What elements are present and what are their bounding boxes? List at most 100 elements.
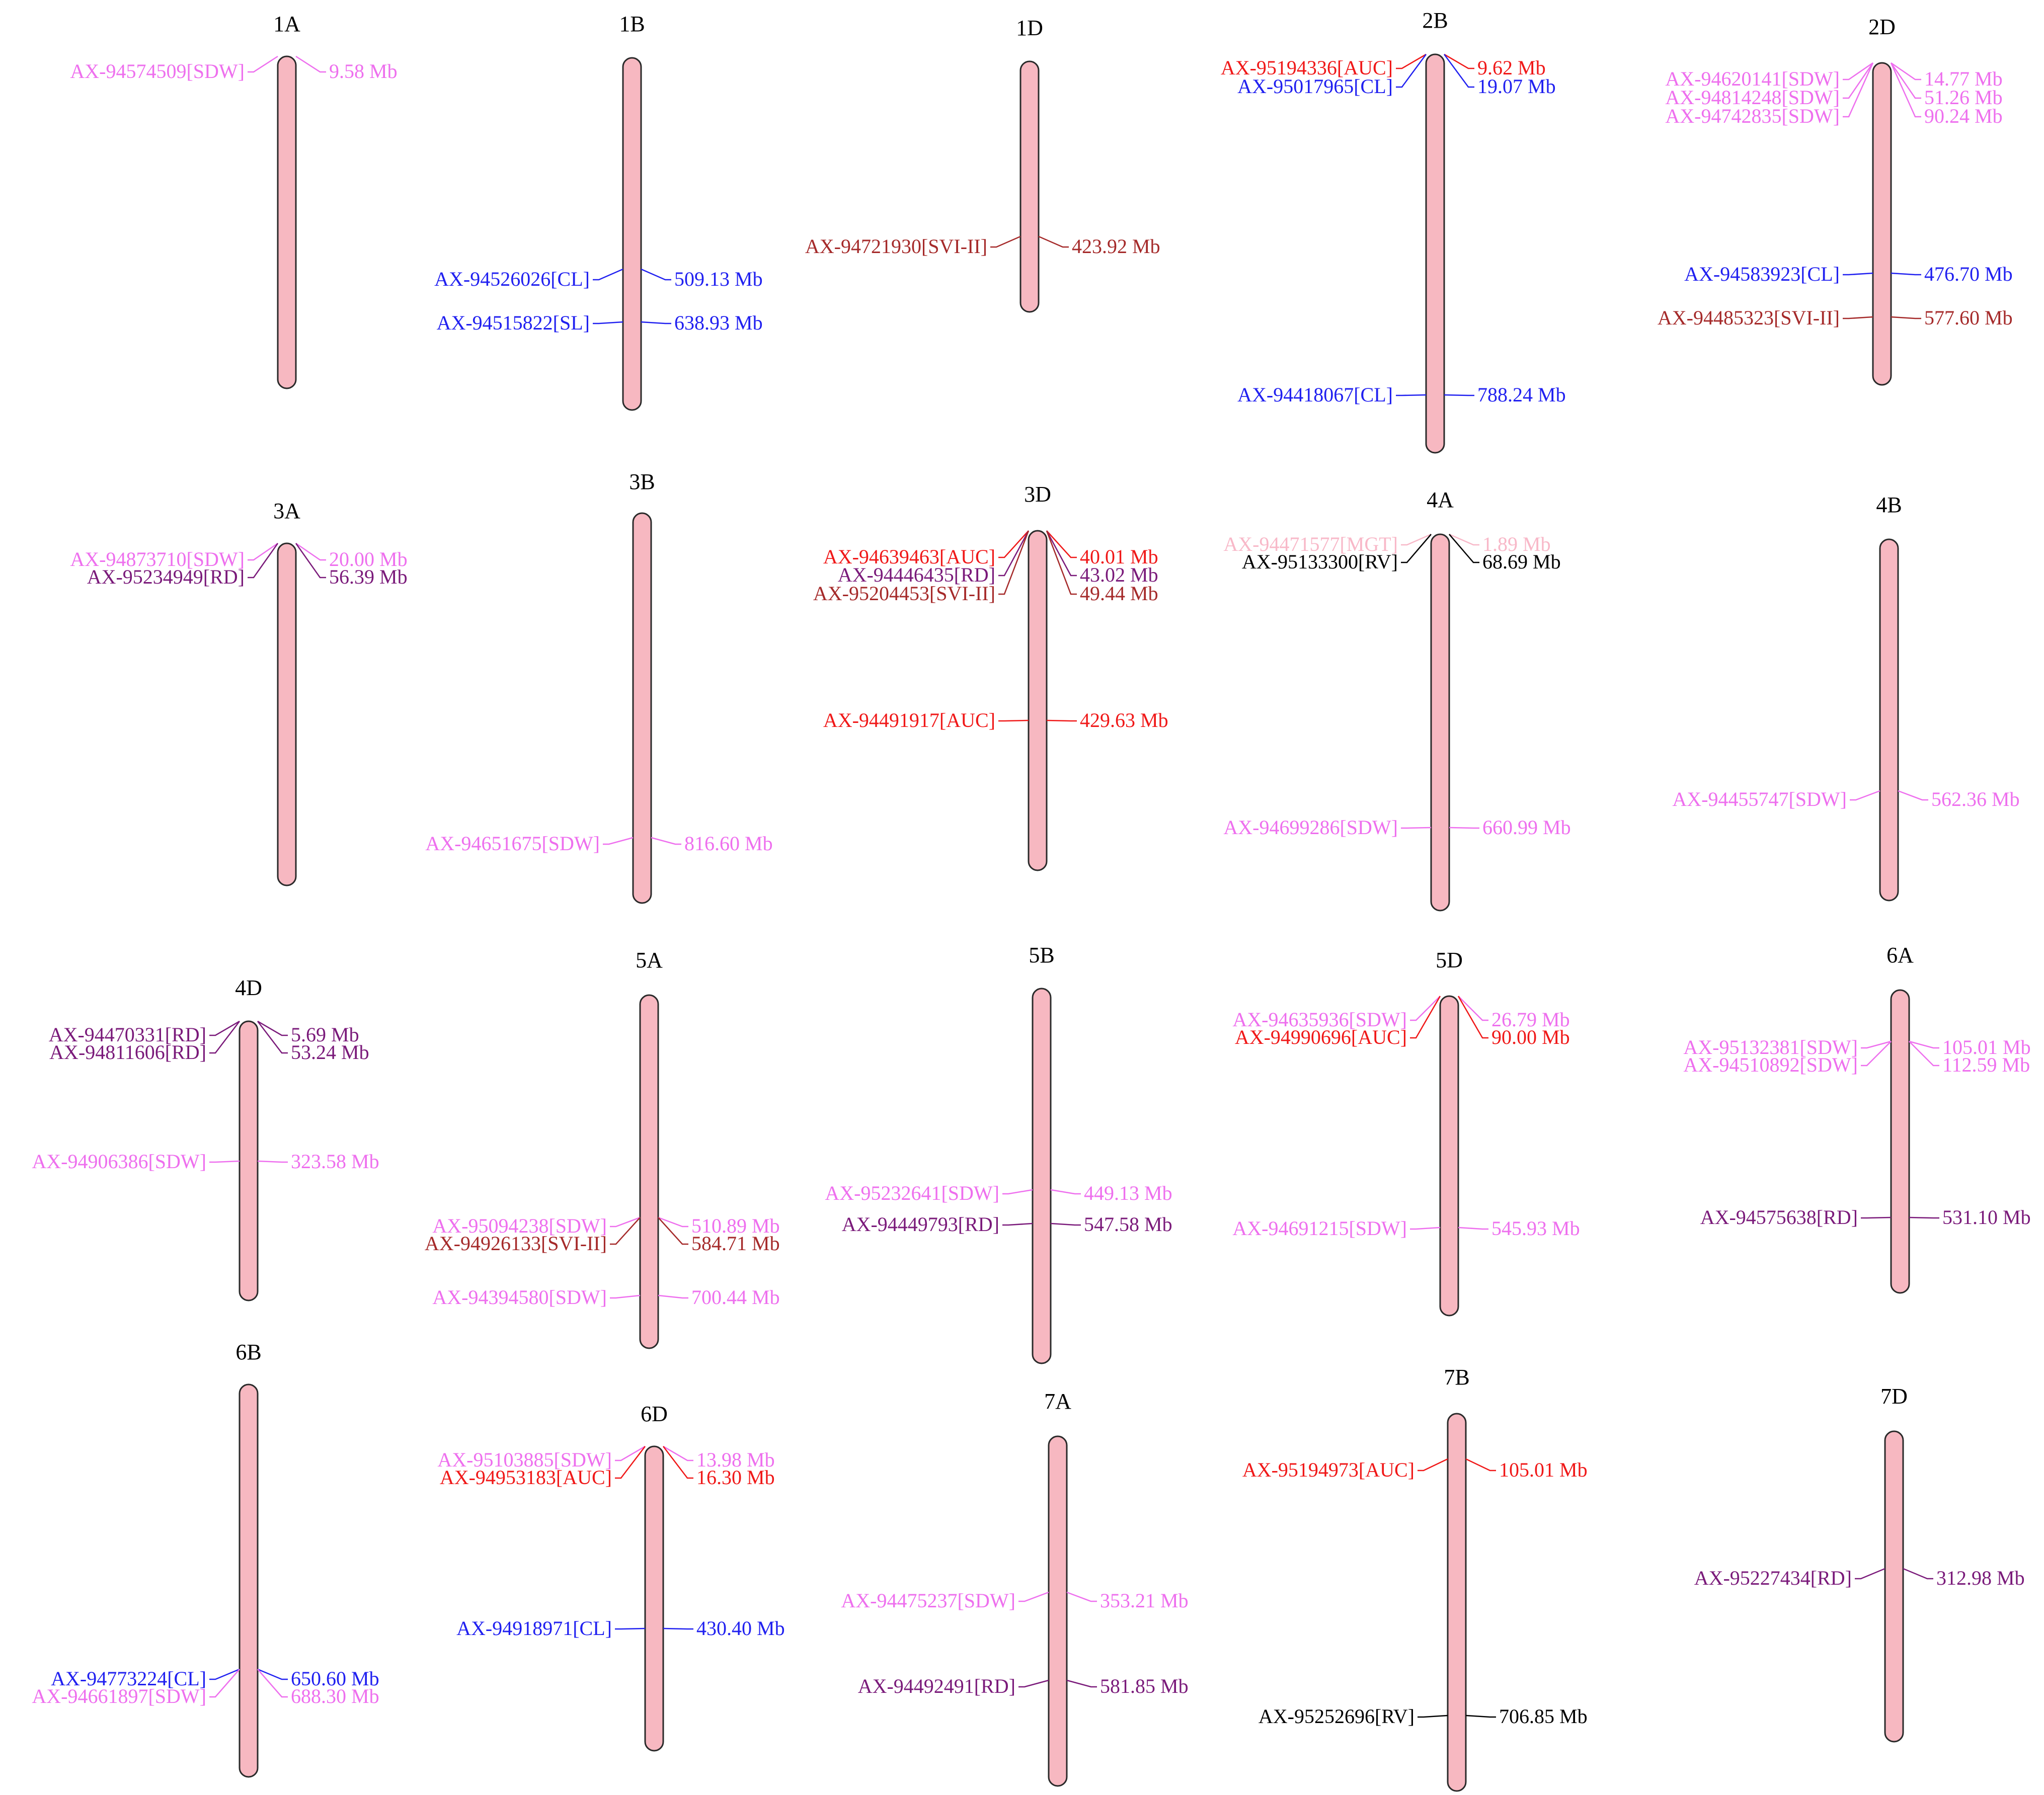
marker-id-label: AX-94446435[RD] [838, 563, 995, 586]
marker-id-label: AX-94620141[SDW] [1665, 67, 1840, 90]
marker: AX-94926133[SVI-II] 584.71 Mb [425, 1217, 780, 1255]
marker: AX-94394580[SDW] 700.44 Mb [432, 1286, 779, 1309]
chromosome-bar [1425, 53, 1445, 454]
marker-connector-left [610, 1294, 641, 1299]
marker-connector-left [1861, 1216, 1892, 1219]
chromosome-2B: 2B AX-95194336[AUC] 9.62 MbAX-95017965[CL]… [1221, 8, 1566, 454]
marker: AX-94491917[AUC] 429.63 Mb [823, 709, 1168, 731]
marker-id-label: AX-95194336[AUC] [1221, 56, 1393, 79]
marker-connector-right [1038, 235, 1069, 248]
marker-position-label: 68.69 Mb [1482, 550, 1561, 573]
marker-position-label: 9.62 Mb [1477, 56, 1546, 79]
marker-id-label: AX-94873710[SDW] [70, 548, 245, 570]
marker-position-label: 353.21 Mb [1100, 1589, 1189, 1612]
marker-position-label: 112.59 Mb [1942, 1053, 2030, 1076]
marker-connector-left [615, 1446, 646, 1479]
marker-position-label: 1.89 Mb [1482, 533, 1551, 555]
marker-position-label: 105.01 Mb [1499, 1458, 1588, 1481]
marker-position-label: 650.60 Mb [291, 1667, 379, 1690]
marker-position-label: 706.85 Mb [1499, 1705, 1588, 1728]
marker-connector-right [658, 1294, 688, 1299]
marker: AX-94575638[RD] 531.10 Mb [1700, 1206, 2031, 1229]
chromosome-4D: 4D AX-94470331[RD] 5.69 Mb AX-94811606[RD] 5… [32, 975, 379, 1301]
marker: AX-94574509[SDW] 9.58 Mb [70, 55, 398, 83]
marker-connector-right [1458, 996, 1488, 1021]
marker: AX-95232641[SDW] 449.13 Mb [825, 1182, 1172, 1204]
marker-connector-left [1843, 62, 1873, 80]
marker-connector-right [295, 55, 326, 73]
marker-id-label: AX-94742835[SDW] [1665, 105, 1840, 127]
marker-id-label: AX-94485323[SVI-II] [1658, 306, 1840, 329]
marker-id-label: AX-94455747[SDW] [1672, 788, 1847, 810]
marker-id-label: AX-94515822[SL] [437, 311, 590, 334]
marker-connector-left [1855, 1568, 1885, 1580]
marker-connector-left [1018, 1591, 1049, 1602]
marker-connector-left [1410, 1227, 1441, 1230]
marker-position-label: 788.24 Mb [1477, 383, 1566, 406]
marker-position-label: 5.69 Mb [291, 1023, 359, 1046]
chromosome-1D: 1D AX-94721930[SVI-II] 423.92 Mb [805, 16, 1160, 313]
marker-position-label: 26.79 Mb [1491, 1008, 1570, 1031]
marker: AX-94526026[CL] 509.13 Mb [434, 268, 762, 290]
marker-connector-left [1018, 1679, 1049, 1688]
marker-connector-right [663, 1445, 693, 1461]
chromosome-bar [1028, 530, 1048, 871]
marker-connector-left [1843, 316, 1873, 319]
marker: AX-94449793[RD] 547.58 Mb [842, 1213, 1172, 1236]
marker-connector-left [1396, 54, 1427, 88]
chromosome-title: 6A [1886, 943, 1914, 967]
marker: AX-94620141[SDW] 14.77 Mb [1665, 62, 2003, 90]
marker-id-label: AX-94651675[SDW] [425, 832, 600, 855]
marker-connector-right [1465, 1458, 1496, 1472]
chromosome-title: 6D [641, 1402, 668, 1426]
marker-connector-left [209, 1160, 240, 1163]
marker-connector-left [1850, 790, 1880, 801]
marker-id-label: AX-94661897[SDW] [32, 1685, 206, 1707]
marker: AX-94485323[SVI-II] 577.60 Mb [1658, 306, 2013, 329]
marker-position-label: 509.13 Mb [674, 268, 763, 290]
marker-id-label: AX-95252696[RV] [1259, 1705, 1414, 1728]
chromosome-title: 4B [1876, 493, 1902, 517]
chromosome-bar [1872, 62, 1892, 386]
chromosome-bar [639, 994, 659, 1349]
marker-id-label: AX-94526026[CL] [434, 268, 590, 290]
marker-id-label: AX-94492491[RD] [858, 1675, 1015, 1697]
marker-connector-right [1066, 1591, 1097, 1602]
marker-connector-left [1843, 62, 1874, 118]
chromosome-7D: 7D AX-95227434[RD] 312.98 Mb [1694, 1384, 2025, 1743]
marker-id-label: AX-95133300[RV] [1242, 550, 1398, 573]
chromosome-title: 1B [619, 12, 645, 36]
chromosome-title: 2B [1422, 8, 1448, 33]
marker-id-label: AX-95094238[SDW] [432, 1214, 607, 1237]
marker-connector-right [641, 268, 671, 281]
marker-id-label: AX-94721930[SVI-II] [805, 235, 987, 258]
marker-connector-left [998, 530, 1029, 558]
marker-connector-right [1449, 534, 1479, 563]
marker-id-label: AX-95132381[SDW] [1683, 1036, 1858, 1058]
marker-id-label: AX-94990696[AUC] [1235, 1026, 1407, 1048]
marker-position-label: 816.60 Mb [684, 832, 773, 855]
marker-connector-right [1909, 1040, 1939, 1049]
marker-id-label: AX-94510892[SDW] [1683, 1053, 1858, 1076]
marker-position-label: 430.40 Mb [696, 1617, 785, 1640]
marker-id-label: AX-94418067[CL] [1237, 383, 1393, 406]
marker: AX-95017965[CL] 19.07 Mb [1237, 54, 1556, 98]
marker-id-label: AX-94926133[SVI-II] [425, 1232, 607, 1255]
marker-connector-left [998, 530, 1030, 577]
marker-connector-left [209, 1669, 240, 1698]
marker-connector-left [248, 542, 278, 561]
marker: AX-95204453[SVI-II] 49.44 Mb [813, 530, 1158, 605]
marker-position-label: 429.63 Mb [1080, 709, 1168, 731]
marker-connector-right [1457, 996, 1488, 1039]
chromosome-title: 7B [1444, 1365, 1469, 1390]
marker: AX-94918971[CL] 430.40 Mb [456, 1617, 784, 1640]
marker: AX-95194973[AUC] 105.01 Mb [1242, 1458, 1588, 1481]
marker-id-label: AX-94583923[CL] [1684, 263, 1840, 285]
marker-connector-left [209, 1020, 240, 1036]
marker-id-label: AX-94811606[RD] [49, 1041, 206, 1064]
marker-connector-right [1891, 272, 1921, 276]
